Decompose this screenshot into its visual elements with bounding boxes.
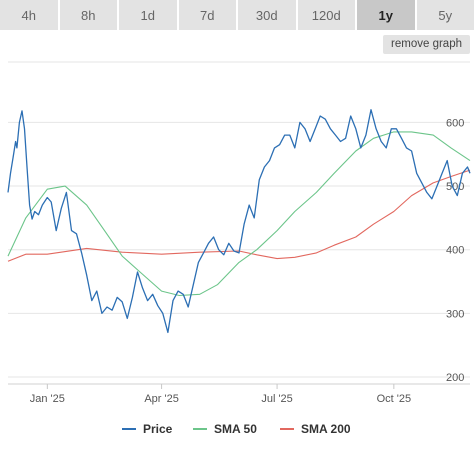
- timeframe-tabs: 4h 8h 1d 7d 30d 120d 1y 5y: [0, 0, 474, 30]
- tab-5y[interactable]: 5y: [416, 0, 474, 30]
- tab-8h[interactable]: 8h: [59, 0, 117, 30]
- y-tick-label: 600: [446, 117, 464, 129]
- tab-30d[interactable]: 30d: [238, 0, 296, 30]
- x-tick-label: Oct '25: [377, 393, 412, 405]
- series-line-sma-50: [7, 131, 471, 297]
- tab-120d[interactable]: 120d: [297, 0, 355, 30]
- legend-item-label[interactable]: Price: [143, 422, 173, 436]
- y-tick-label: 400: [446, 245, 464, 257]
- tab-1d[interactable]: 1d: [119, 0, 177, 30]
- x-tick-label: Jan '25: [30, 393, 65, 405]
- series-line-price: [7, 109, 471, 334]
- x-tick-label: Jul '25: [261, 393, 292, 405]
- y-tick-label: 300: [446, 308, 464, 320]
- x-axis: Jan '25 Apr '25 Jul '25 Oct '25: [30, 384, 411, 405]
- chart-series: [7, 109, 471, 334]
- tab-7d[interactable]: 7d: [178, 0, 236, 30]
- y-tick-label: 200: [446, 372, 464, 384]
- tab-1y[interactable]: 1y: [357, 0, 415, 30]
- series-line-sma-200: [7, 169, 471, 262]
- chart-legend: Price SMA 50 SMA 200: [122, 422, 351, 436]
- legend-item-label[interactable]: SMA 200: [301, 422, 351, 436]
- x-tick-label: Apr '25: [144, 393, 179, 405]
- chart-grid: [8, 61, 470, 385]
- legend-item-label[interactable]: SMA 50: [214, 422, 257, 436]
- tab-4h[interactable]: 4h: [0, 0, 58, 30]
- remove-graph-button[interactable]: remove graph: [383, 35, 470, 54]
